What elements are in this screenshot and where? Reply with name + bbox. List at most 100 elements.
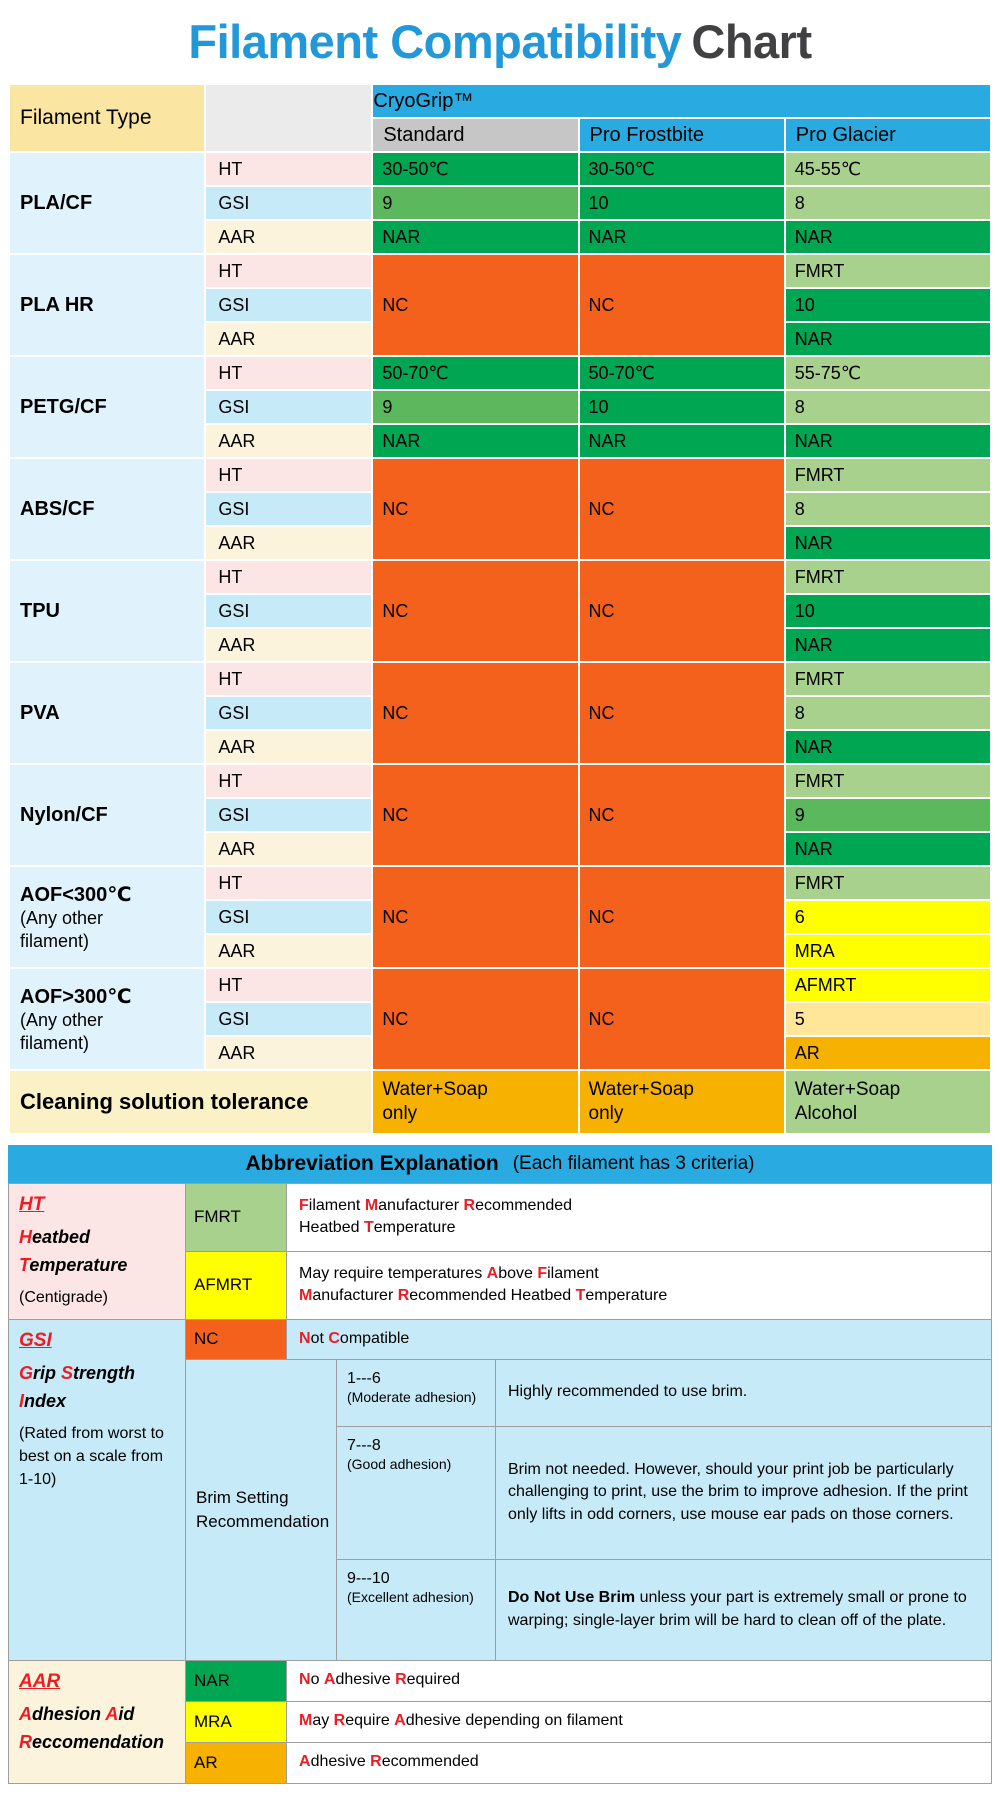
brim-range-0: 1---6 (Moderate adhesion)	[337, 1359, 495, 1426]
brim-range-1-note: (Good adhesion)	[347, 1455, 452, 1472]
criteria-label-ht: HT	[204, 865, 374, 901]
brim-table: Brim Setting Recommendation 1---6 (Moder…	[186, 1359, 991, 1660]
filament-name-1: PLA HR	[7, 253, 207, 357]
fmrt-chip: FMRT	[186, 1184, 286, 1251]
value-cell: FMRT	[783, 253, 993, 289]
table-row: GSI 9 10 8	[9, 185, 993, 221]
value-cell: 55-75℃	[783, 355, 993, 391]
table-row: GSI 10	[9, 287, 993, 323]
table-row: GSI 9 10 8	[9, 389, 993, 425]
brim-desc-1-text: Brim not needed. However, should your pr…	[508, 1460, 968, 1524]
table-row: AAR NAR	[9, 525, 993, 561]
title-main: Filament Compatibility	[188, 15, 682, 68]
brim-range-1: 7---8 (Good adhesion)	[337, 1426, 495, 1559]
criteria-label-gsi: GSI	[204, 695, 374, 731]
value-cell: 9	[371, 389, 580, 425]
aar-abbr: AAR	[19, 1670, 61, 1692]
value-cell: NAR	[783, 219, 993, 255]
brim-range-1-value: 7---8	[347, 1436, 381, 1454]
table-row: GSI 9	[9, 797, 993, 833]
filament-name-6: Nylon/CF	[7, 763, 207, 867]
filament-subname-text: (Any other filament)	[20, 908, 104, 951]
table-row: GSI 8	[9, 491, 993, 527]
header-row-columns: Standard Pro Frostbite Pro Glacier	[9, 117, 993, 153]
table-row: AOF<300℃ (Any other filament) HT NC NC FMRT	[7, 865, 993, 969]
aar-line-0: Adhesion Aid	[19, 1703, 135, 1724]
criteria-label-aar: AAR	[204, 729, 374, 765]
criteria-label-ht: HT	[204, 355, 374, 391]
brim-desc-2: Do Not Use Brim unless your part is extr…	[496, 1559, 991, 1660]
table-row: AAR NAR	[9, 831, 993, 867]
table-row: PLA HR HT NC NC FMRT	[7, 253, 993, 357]
table-row: AAR NAR NAR NAR	[9, 219, 993, 255]
table-row: AAR NAR	[9, 729, 993, 765]
title-secondary: Chart	[691, 15, 812, 68]
ar-desc: Adhesive Recommended	[287, 1742, 991, 1783]
value-cell: NC	[577, 661, 786, 765]
cleaning-value-cell: Water+Soap only	[577, 1069, 786, 1135]
cleaning-label: Cleaning solution tolerance	[7, 1069, 374, 1135]
value-cell: 5	[783, 1001, 993, 1037]
criteria-label-gsi: GSI	[204, 899, 374, 935]
fmrt-desc: Filament Manufacturer Recommended Heatbed…	[287, 1184, 991, 1251]
mra-chip: MRA	[186, 1701, 286, 1742]
criteria-label-ht: HT	[204, 151, 374, 187]
ht-line-1: Temperature	[19, 1254, 128, 1275]
value-cell: FMRT	[783, 763, 993, 799]
column-header-standard: Standard	[371, 117, 580, 153]
filament-name-7: AOF<300℃ (Any other filament)	[7, 865, 207, 969]
filament-name-5: PVA	[7, 661, 207, 765]
value-cell: 9	[783, 797, 993, 833]
table-row: GSI 6	[9, 899, 993, 935]
value-cell: 9	[371, 185, 580, 221]
criteria-label-ht: HT	[204, 253, 374, 289]
brim-range-2-note: (Excellent adhesion)	[347, 1588, 474, 1605]
legend-header-note: (Each filament has 3 criteria)	[512, 1153, 755, 1174]
value-cell: NC	[371, 967, 580, 1071]
filament-name-2: PETG/CF	[7, 355, 207, 459]
criteria-header-spacer	[204, 83, 374, 153]
value-cell: NC	[577, 559, 786, 663]
afmrt-desc: May require temperatures Above Filament M…	[287, 1251, 991, 1319]
value-cell: FMRT	[783, 865, 993, 901]
criteria-label-gsi: GSI	[204, 491, 374, 527]
value-cell: NAR	[783, 525, 993, 561]
value-cell: NC	[371, 457, 580, 561]
value-cell: NC	[371, 661, 580, 765]
value-cell: NAR	[783, 627, 993, 663]
criteria-label-aar: AAR	[204, 525, 374, 561]
brim-range-0-value: 1---6	[347, 1369, 381, 1387]
legend-header-bar: Abbreviation Explanation (Each filament …	[8, 1145, 992, 1183]
brim-desc-0: Highly recommended to use brim.	[496, 1359, 991, 1426]
aar-definition: AAR Adhesion Aid Reccomendation	[9, 1660, 185, 1783]
legend-header-title: Abbreviation Explanation	[245, 1152, 499, 1175]
mra-desc: May Require Adhesive depending on filame…	[287, 1701, 991, 1742]
brim-range-0-note: (Moderate adhesion)	[347, 1388, 477, 1405]
criteria-label-ht: HT	[204, 967, 374, 1003]
ht-abbr: HT	[19, 1194, 45, 1215]
gsi-note: (Rated from worst to best on a scale fro…	[19, 1424, 164, 1489]
criteria-label-gsi: GSI	[204, 389, 374, 425]
group-header-cryogrip: CryoGrip™	[371, 83, 992, 119]
criteria-label-aar: AAR	[204, 1035, 374, 1071]
gsi-line-0: Grip Strength Index	[19, 1362, 136, 1411]
value-cell: 10	[783, 287, 993, 323]
value-cell: NAR	[577, 423, 786, 459]
ht-line-0: Heatbed	[19, 1227, 91, 1247]
table-row: PETG/CF HT 50-70℃ 50-70℃ 55-75℃	[7, 355, 993, 459]
filament-name-text: AOF<300℃	[20, 884, 132, 906]
value-cell: 8	[783, 491, 993, 527]
cleaning-value-cell: Water+Soap only	[371, 1069, 580, 1135]
nar-desc-text: No Adhesive Required	[299, 1671, 460, 1689]
ht-definition: HT Heatbed Temperature (Centigrade)	[9, 1184, 185, 1319]
gsi-table: NC Not Compatible Brim Setting Recommend…	[186, 1319, 991, 1660]
aar-line-1: Reccomendation	[19, 1731, 165, 1752]
filament-name-text: AOF>300℃	[20, 986, 132, 1008]
criteria-label-aar: AAR	[204, 627, 374, 663]
nar-desc: No Adhesive Required	[287, 1660, 991, 1701]
value-cell: 10	[577, 389, 786, 425]
value-cell: NAR	[371, 423, 580, 459]
column-header-pro-glacier: Pro Glacier	[783, 117, 993, 153]
value-cell: AFMRT	[783, 967, 993, 1003]
